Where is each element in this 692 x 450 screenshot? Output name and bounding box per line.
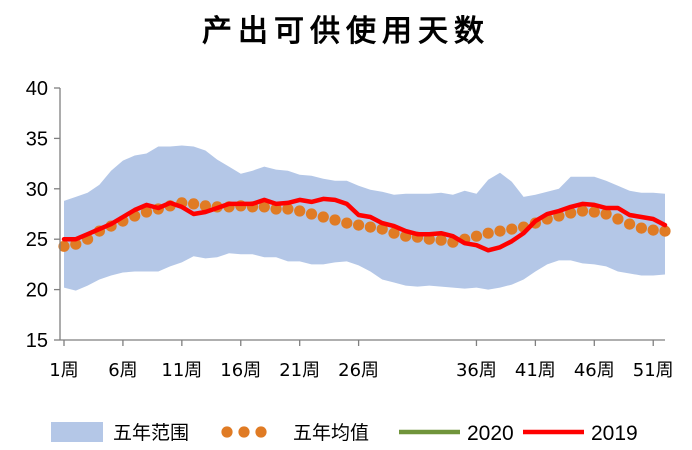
five-year-average-point [376,223,388,235]
five-year-average-point [506,223,518,235]
legend: 五年范围 五年均值 2020 2019 [51,422,638,445]
five-year-average-point [470,230,483,242]
five-year-average-point [140,206,153,218]
x-tick-label: 21周 [279,360,320,381]
five-year-average-point [270,203,282,215]
legend-swatch-five-year-average [255,426,267,438]
axes: 15 20 25 30 35 40 1周 6周 11周 16周 21周 26周 36周 41周 46周 51周 [26,78,674,381]
five-year-average-point [647,224,659,236]
five-year-average-point [600,208,612,220]
y-tick-label: 40 [26,78,48,100]
five-year-average-point [341,217,353,229]
five-year-average-point [282,203,294,215]
series-2019-line [61,196,668,253]
x-tick-label: 41周 [515,360,556,381]
y-tick-label: 35 [26,128,48,150]
five-year-average-point [624,218,636,230]
x-tick-label: 1周 [49,360,78,381]
legend-swatch-five-year-average [221,426,233,438]
x-tick-label: 36周 [456,360,497,381]
x-tick-label: 6周 [108,360,137,381]
five-year-average-point [294,205,306,217]
legend-label-2019: 2019 [591,422,638,445]
legend-label-five-year-average: 五年均值 [293,422,369,444]
five-year-average-point [305,208,318,220]
five-year-average-point [435,234,447,246]
five-year-average-point [329,214,341,226]
five-year-average-point [188,198,200,210]
plot-area [58,145,671,291]
five-year-average-point [635,222,648,234]
x-tick-label: 16周 [220,360,261,381]
x-tick-label: 46周 [574,360,615,381]
legend-label-2020: 2020 [467,422,514,445]
five-year-average-point [353,219,365,231]
x-tick-label: 26周 [338,360,379,381]
x-tick-label: 51周 [633,360,674,381]
five-year-average-point [317,211,329,223]
y-tick-label: 15 [26,330,48,352]
y-tick-label: 25 [26,229,48,251]
chart-title: 产出可供使用天数 [202,14,490,49]
five-year-average-point [588,206,600,218]
legend-label-five-year-range: 五年范围 [113,422,189,444]
five-year-average-point [494,225,506,237]
x-tick-label: 11周 [161,360,202,381]
y-tick-label: 20 [26,280,48,302]
five-year-average-point [258,201,270,213]
five-year-average-point [58,240,70,252]
five-year-average-point [659,225,671,237]
five-year-average-point [388,227,400,239]
y-tick-label: 30 [26,179,48,201]
five-year-average-point [576,205,589,217]
five-year-average-point [482,227,494,239]
legend-swatch-five-year-range [51,422,103,442]
five-year-average-point [612,213,624,225]
legend-swatch-five-year-average [238,426,250,438]
five-year-average-point [364,221,376,233]
